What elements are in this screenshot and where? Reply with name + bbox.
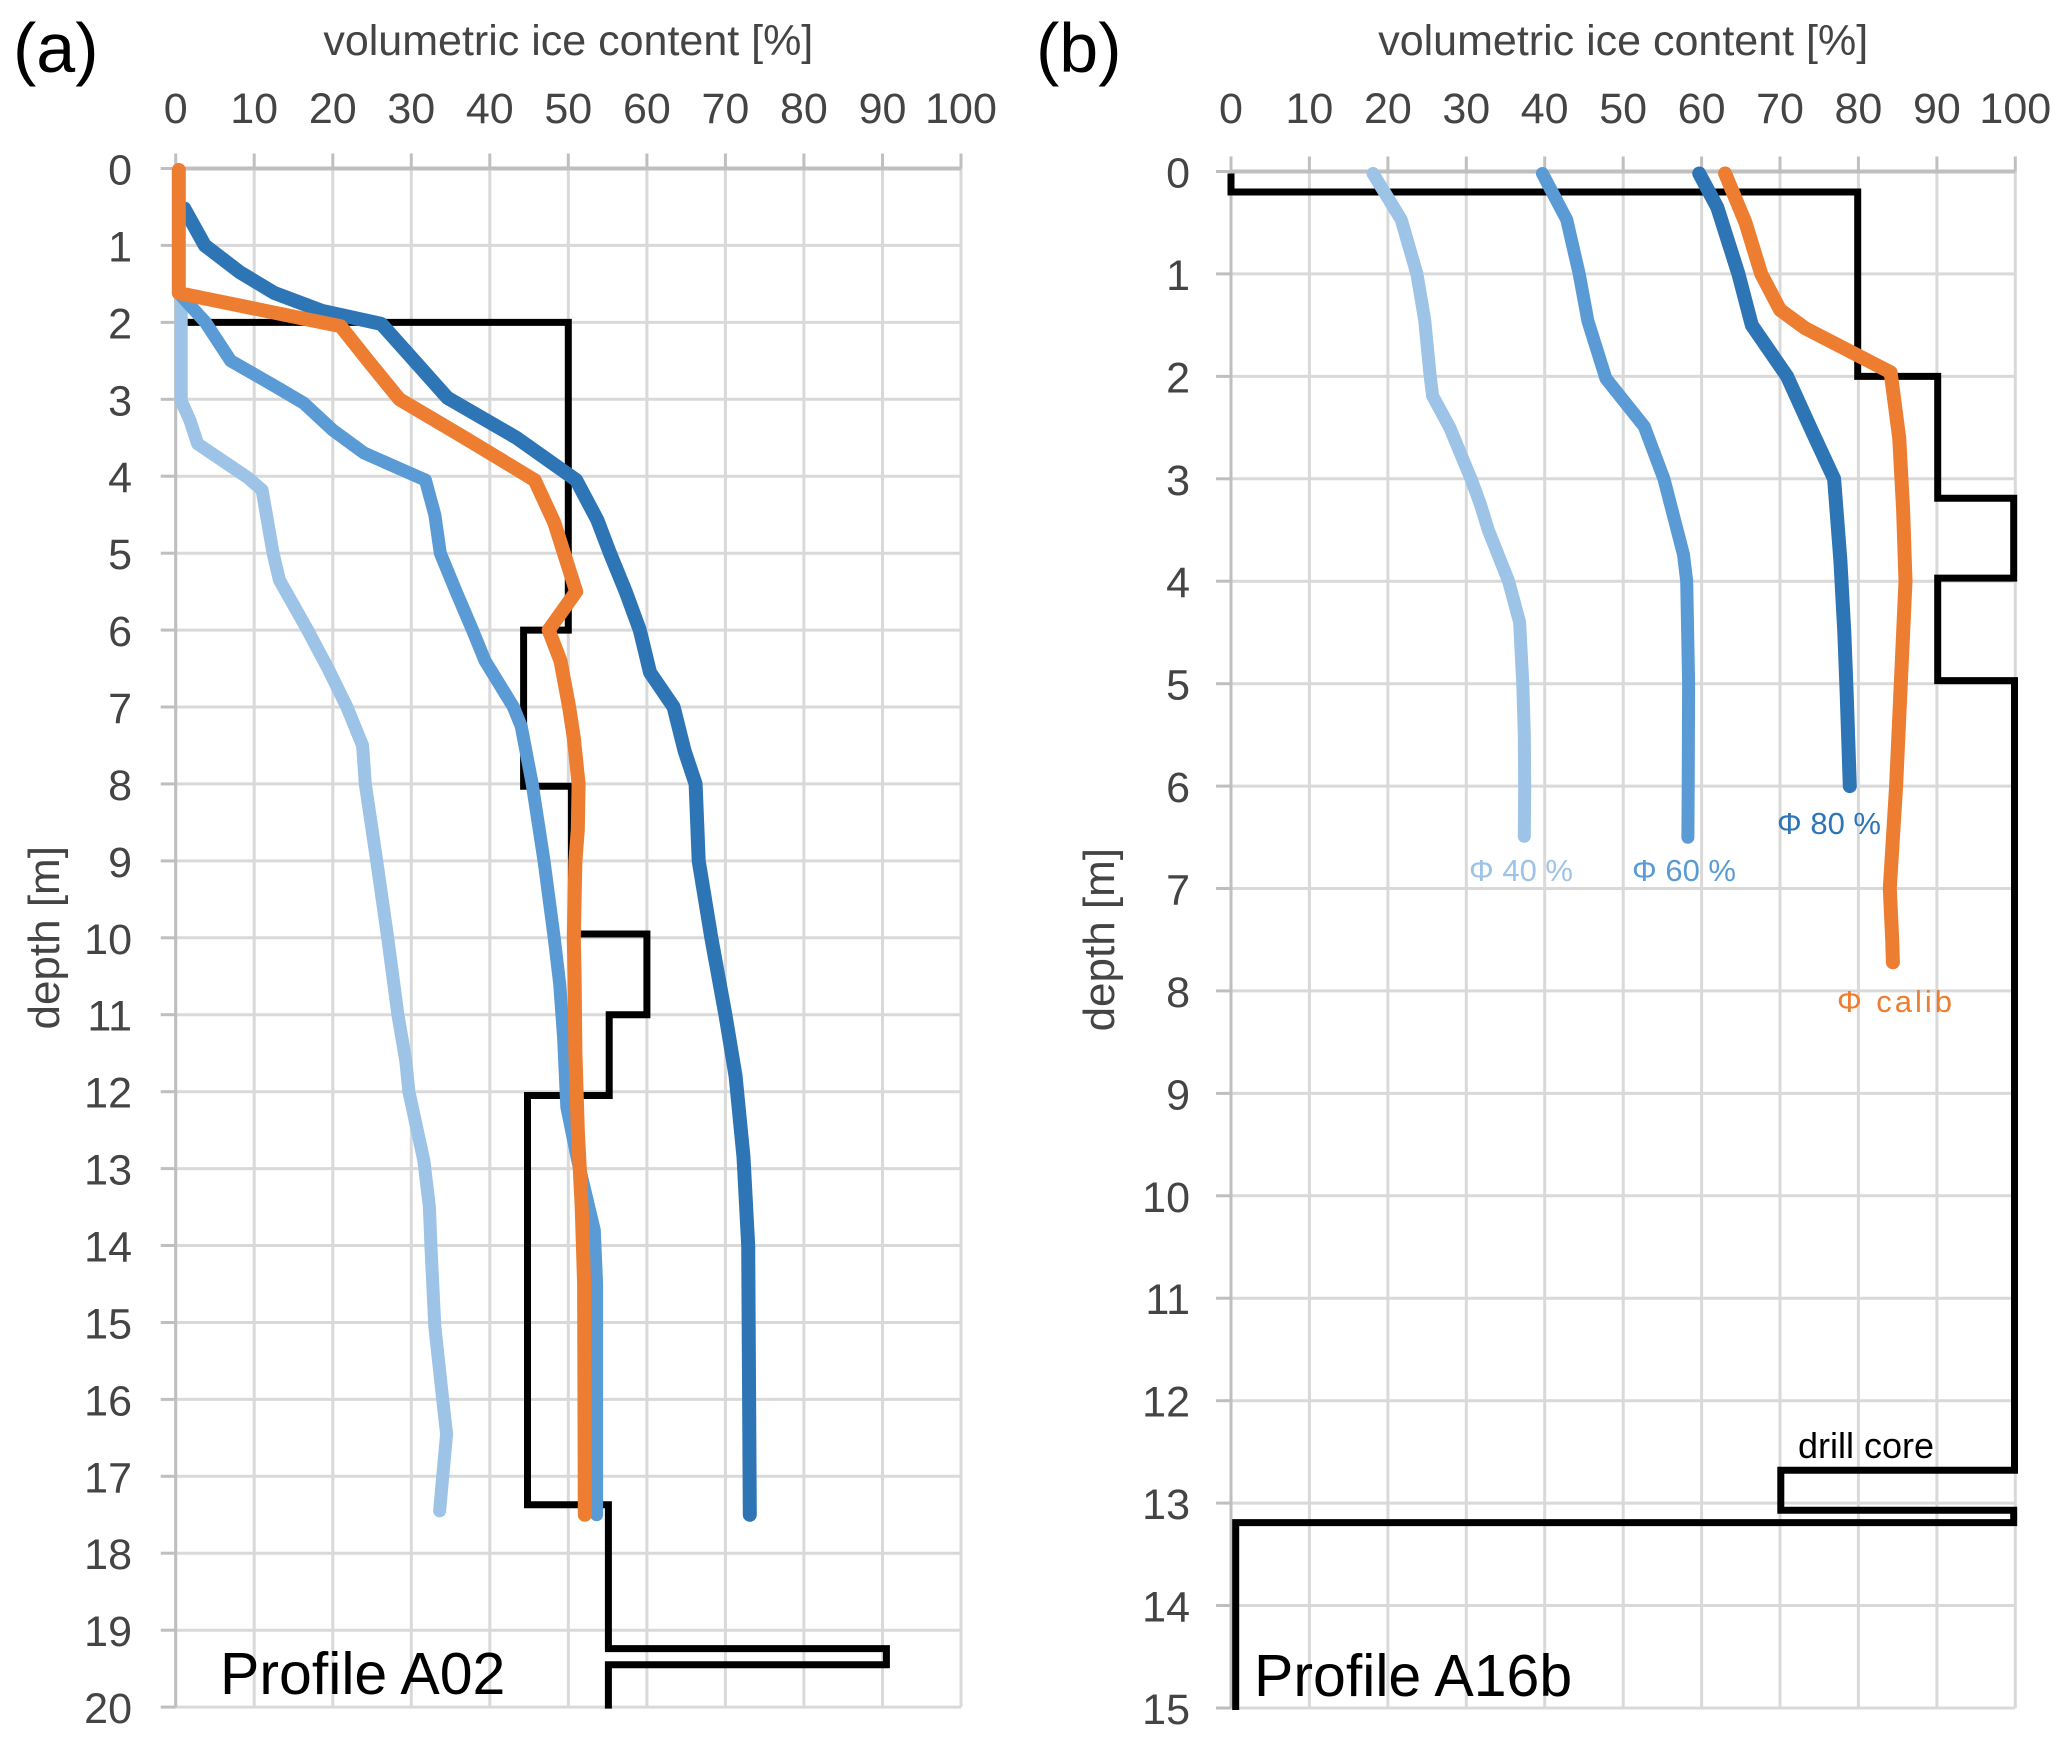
svg-text:80: 80 <box>1834 85 1882 133</box>
svg-text:10: 10 <box>84 916 132 964</box>
svg-text:70: 70 <box>701 85 749 133</box>
svg-text:11: 11 <box>87 993 132 1041</box>
svg-text:depth [m]: depth [m] <box>1075 848 1124 1031</box>
svg-text:10: 10 <box>1142 1174 1190 1222</box>
svg-text:drill core: drill core <box>1798 1425 1934 1466</box>
svg-text:4: 4 <box>108 454 132 502</box>
svg-text:3: 3 <box>108 377 132 425</box>
svg-text:0: 0 <box>164 85 188 133</box>
svg-text:100: 100 <box>1979 85 2051 133</box>
svg-text:Profile A16b: Profile A16b <box>1254 1643 1572 1709</box>
svg-text:6: 6 <box>108 608 132 656</box>
svg-text:(b): (b) <box>1036 9 1122 87</box>
svg-text:20: 20 <box>309 85 357 133</box>
svg-text:8: 8 <box>108 762 132 810</box>
svg-text:12: 12 <box>1142 1379 1190 1427</box>
svg-text:60: 60 <box>1678 85 1726 133</box>
svg-text:Profile A02: Profile A02 <box>220 1641 505 1707</box>
svg-text:20: 20 <box>84 1685 132 1733</box>
svg-text:1: 1 <box>1166 252 1190 300</box>
svg-text:3: 3 <box>1166 457 1190 505</box>
svg-text:14: 14 <box>1142 1584 1190 1632</box>
svg-text:11: 11 <box>1145 1276 1190 1324</box>
svg-text:6: 6 <box>1166 764 1190 812</box>
svg-text:50: 50 <box>1599 85 1647 133</box>
svg-text:7: 7 <box>108 685 132 733</box>
svg-text:10: 10 <box>1285 85 1333 133</box>
svg-text:15: 15 <box>84 1301 132 1349</box>
svg-text:1: 1 <box>108 223 132 271</box>
svg-text:Φ calib: Φ calib <box>1837 984 1955 1019</box>
svg-text:Φ 40 %: Φ 40 % <box>1469 853 1573 888</box>
svg-text:0: 0 <box>1219 85 1243 133</box>
svg-text:14: 14 <box>84 1224 132 1272</box>
svg-text:30: 30 <box>387 85 435 133</box>
svg-text:10: 10 <box>230 85 278 133</box>
svg-text:17: 17 <box>84 1454 132 1502</box>
svg-text:9: 9 <box>108 839 132 887</box>
svg-text:0: 0 <box>108 147 132 195</box>
svg-text:12: 12 <box>84 1070 132 1118</box>
svg-text:16: 16 <box>84 1377 132 1425</box>
svg-text:90: 90 <box>1913 85 1961 133</box>
svg-text:2: 2 <box>1166 354 1190 402</box>
svg-text:7: 7 <box>1166 867 1190 915</box>
svg-text:13: 13 <box>84 1147 132 1195</box>
svg-text:(a): (a) <box>13 9 99 87</box>
svg-text:5: 5 <box>1166 662 1190 710</box>
svg-text:4: 4 <box>1166 559 1190 607</box>
svg-text:5: 5 <box>108 531 132 579</box>
svg-text:Φ 60 %: Φ 60 % <box>1632 853 1736 888</box>
svg-text:40: 40 <box>466 85 514 133</box>
svg-text:8: 8 <box>1166 969 1190 1017</box>
svg-text:volumetric ice content [%]: volumetric ice content [%] <box>323 17 813 65</box>
svg-text:20: 20 <box>1364 85 1412 133</box>
svg-text:60: 60 <box>623 85 671 133</box>
svg-text:19: 19 <box>84 1608 132 1656</box>
svg-text:volumetric ice content [%]: volumetric ice content [%] <box>1378 17 1868 65</box>
svg-text:depth [m]: depth [m] <box>20 846 69 1029</box>
svg-text:70: 70 <box>1756 85 1804 133</box>
svg-text:50: 50 <box>544 85 592 133</box>
svg-text:30: 30 <box>1442 85 1490 133</box>
svg-text:18: 18 <box>84 1531 132 1579</box>
svg-text:13: 13 <box>1142 1481 1190 1529</box>
svg-text:100: 100 <box>925 85 997 133</box>
svg-text:9: 9 <box>1166 1071 1190 1119</box>
svg-text:0: 0 <box>1166 150 1190 198</box>
svg-text:15: 15 <box>1142 1686 1190 1734</box>
svg-text:2: 2 <box>108 300 132 348</box>
svg-text:Φ 80 %: Φ 80 % <box>1777 806 1881 841</box>
svg-text:90: 90 <box>859 85 907 133</box>
svg-text:40: 40 <box>1521 85 1569 133</box>
svg-text:80: 80 <box>780 85 828 133</box>
